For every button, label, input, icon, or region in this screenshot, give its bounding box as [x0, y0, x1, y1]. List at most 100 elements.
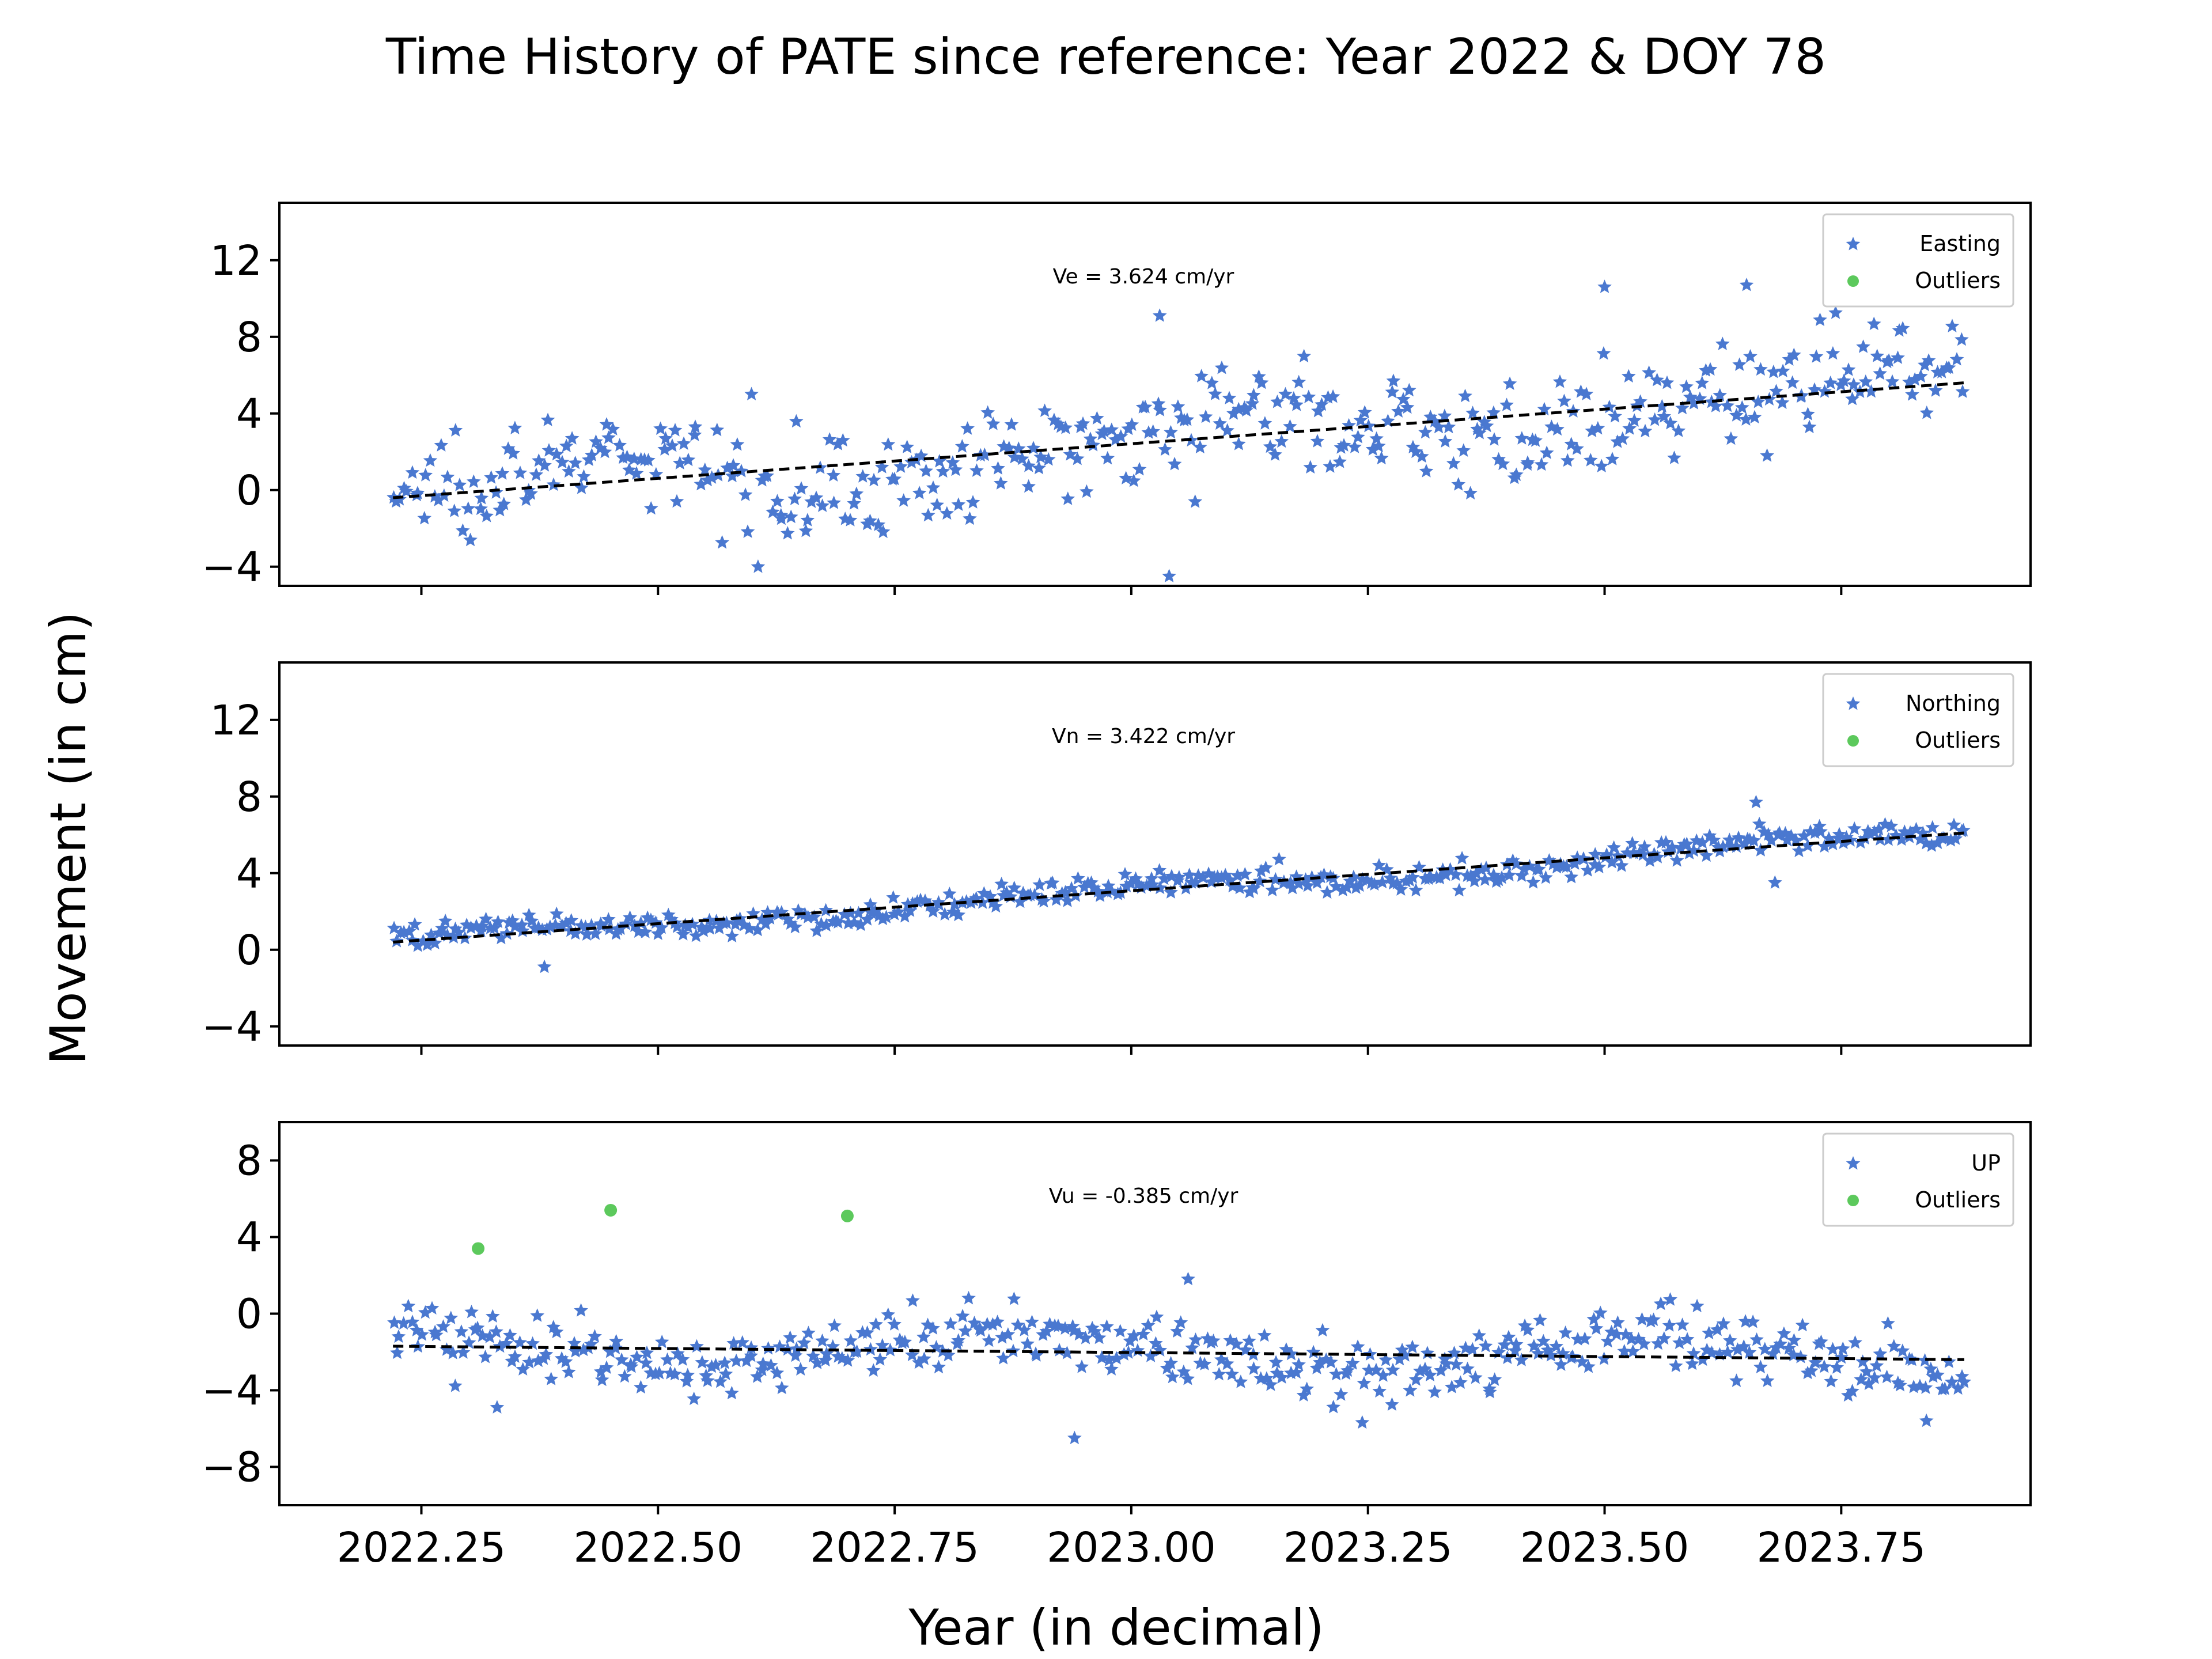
data-point [1439, 1356, 1454, 1370]
data-point [1342, 418, 1356, 432]
data-point [1090, 411, 1104, 425]
data-point [1560, 453, 1575, 467]
data-point [1144, 871, 1159, 885]
data-point [804, 494, 819, 508]
data-point [1229, 1336, 1244, 1351]
data-point [531, 1353, 546, 1368]
data-point [467, 474, 481, 488]
data-point [1181, 1271, 1195, 1286]
data-point [669, 494, 684, 508]
data-point [1074, 1359, 1089, 1373]
data-point [599, 1360, 614, 1374]
data-point [1703, 362, 1718, 376]
data-point [958, 1323, 973, 1338]
data-point [761, 1341, 775, 1355]
data-point [1247, 881, 1261, 895]
data-point [1257, 416, 1272, 430]
panel-easting: −4 0 4 8 12 Ve = 3.624 cm/yr Easting Outlier… [202, 202, 2032, 595]
data-point [1104, 1362, 1119, 1376]
data-point [866, 1363, 881, 1377]
data-point [1509, 467, 1524, 481]
data-point [1567, 856, 1582, 870]
data-point [876, 911, 890, 926]
data-point [407, 917, 422, 931]
data-point [1802, 419, 1817, 434]
data-point [423, 453, 438, 467]
data-point [514, 917, 529, 931]
data-point [1263, 439, 1278, 453]
legend-entry-outliers: Outliers [1915, 268, 2001, 293]
data-point [1592, 859, 1607, 874]
data-point [1667, 450, 1681, 464]
y-axis-label: Movement (in cm) [40, 612, 97, 1065]
data-point [1715, 336, 1730, 350]
data-point [798, 523, 813, 537]
y-tick-label: 4 [236, 390, 262, 438]
outlier-point [840, 1209, 854, 1222]
data-point [1375, 874, 1389, 889]
data-point [1474, 862, 1488, 876]
data-point [657, 442, 672, 456]
data-point [1152, 863, 1167, 877]
data-point [1349, 880, 1363, 894]
data-point [1892, 323, 1907, 337]
data-point [624, 1359, 639, 1373]
data-point [1608, 409, 1622, 423]
data-point [1872, 822, 1886, 836]
data-point [1289, 397, 1304, 411]
data-point [1433, 870, 1447, 885]
data-point [1881, 1316, 1895, 1330]
data-point [392, 492, 407, 506]
data-point [1369, 431, 1384, 445]
data-point [807, 910, 821, 923]
data-point [847, 496, 861, 510]
data-point [634, 1380, 648, 1394]
data-point [860, 912, 874, 926]
data-point [1312, 1355, 1327, 1369]
data-point [1225, 878, 1240, 893]
data-point [726, 458, 741, 472]
data-point [1232, 437, 1246, 450]
data-point [564, 913, 579, 927]
data-point [887, 471, 902, 486]
data-point [470, 1320, 485, 1335]
data-point [1657, 409, 1672, 423]
data-point [451, 925, 466, 939]
data-point [1188, 1332, 1203, 1346]
data-points [387, 1203, 1972, 1445]
data-point [1274, 434, 1289, 448]
data-point [1663, 416, 1678, 430]
data-point [1291, 374, 1306, 389]
data-point [1797, 828, 1811, 842]
data-point [1136, 1327, 1151, 1340]
data-point [1848, 1335, 1862, 1349]
data-point [1957, 1374, 1972, 1388]
data-point [726, 1336, 741, 1350]
data-point [1495, 456, 1510, 471]
data-point [1172, 870, 1187, 884]
data-point [1752, 816, 1767, 831]
data-point [897, 1335, 912, 1349]
data-point [1539, 870, 1553, 884]
data-point [579, 927, 594, 941]
y-ticks: −8 −4 0 4 8 [202, 1137, 279, 1491]
data-point [835, 433, 850, 447]
data-point [994, 877, 1009, 891]
data-point [738, 487, 753, 501]
data-point [1192, 440, 1207, 454]
data-point [1233, 1374, 1248, 1388]
data-point [1669, 853, 1684, 867]
data-point [1500, 1350, 1515, 1364]
data-point [1385, 1362, 1400, 1377]
legend-marker-outliers [1847, 735, 1859, 747]
data-point [1070, 451, 1085, 465]
data-point [506, 446, 521, 460]
data-point [638, 925, 653, 938]
data-point [668, 423, 683, 437]
data-point [1583, 453, 1598, 467]
data-point [1743, 349, 1758, 363]
data-point [497, 497, 512, 510]
data-point [1448, 867, 1463, 881]
data-point [1804, 1363, 1819, 1377]
data-point [974, 1323, 988, 1337]
